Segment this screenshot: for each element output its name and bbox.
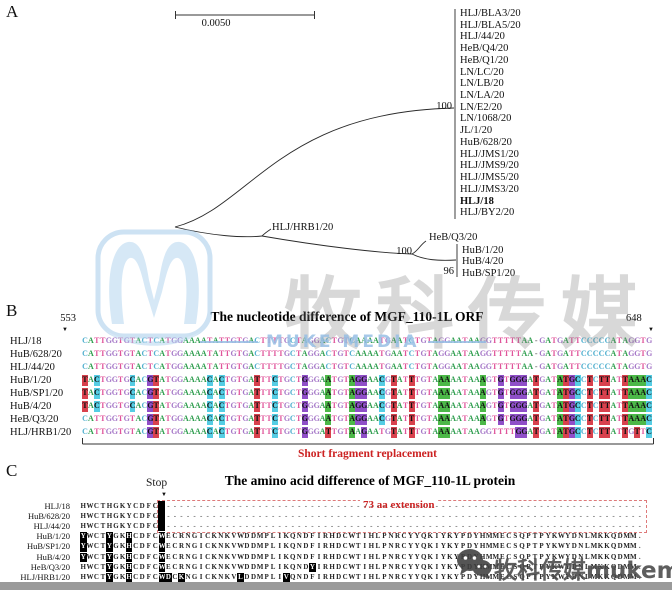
panel-b-label: B <box>6 301 18 320</box>
taxon-label: HuB/SP1/20 <box>462 267 516 279</box>
aa-extension-note: 73 aa extension <box>360 499 438 511</box>
taxon-label: LN/LB/20 <box>460 78 504 90</box>
sequence-row-name: HuB/1/20 <box>10 374 52 386</box>
taxon-label: HLJ/BY2/20 <box>460 207 515 219</box>
sequence-row-name: HuB/628/20 <box>27 511 70 522</box>
phylogenetic-tree <box>174 9 458 277</box>
position-start-arrow-icon: ▼ <box>62 327 68 333</box>
position-start: 553 <box>60 313 76 324</box>
sequence-row-name: HuB/4/20 <box>36 551 70 562</box>
taxon-label: HLJ/JMS1/20 <box>460 148 519 160</box>
sequence-row-name: HeB/Q3/20 <box>30 561 70 572</box>
bootstrap-main-clade: 100 <box>436 101 452 112</box>
stop-arrow-icon: ▼ <box>161 492 167 498</box>
tree-branches <box>174 9 458 277</box>
taxon-label: HeB/Q4/20 <box>460 43 509 55</box>
taxon-label: LN/LA/20 <box>460 90 505 102</box>
position-end: 648 <box>626 313 642 324</box>
taxon-hlj-hrb1: HLJ/HRB1/20 <box>272 222 334 233</box>
sequence-row-name: HLJ/HRB1/20 <box>20 571 70 582</box>
watermark-brand-cn: 牧科传媒 <box>284 270 653 360</box>
sequence-row-name: HeB/Q3/20 <box>10 413 59 425</box>
taxon-label: HuB/4/20 <box>462 256 504 267</box>
sequence-row-name: HuB/SP1/20 <box>10 387 64 399</box>
taxon-label: HLJ/18 <box>460 195 494 207</box>
sequence-row-name: HLJ/18 <box>10 336 42 347</box>
panel-c-label: C <box>6 461 18 480</box>
scale-bar-value: 0.0050 <box>201 18 231 29</box>
sequence-row-name: HLJ/18 <box>44 501 71 511</box>
panel-b-title: The nucleotide difference of MGF_110-1L … <box>210 309 484 324</box>
taxon-label: LN/1068/20 <box>460 113 512 125</box>
bottom-gray-bar <box>0 582 672 590</box>
taxon-label: LN/E2/20 <box>460 101 502 113</box>
taxon-label: JL/1/20 <box>460 125 493 137</box>
taxon-label: HuB/628/20 <box>460 136 512 148</box>
taxon-label: HLJ/JMS5/20 <box>460 172 519 184</box>
sequence-row-name: HuB/4/20 <box>10 400 52 412</box>
taxon-heb-q3: HeB/Q3/20 <box>429 232 478 243</box>
bootstrap-lower-node: 100 <box>396 246 412 257</box>
watermark-left-line <box>200 341 258 343</box>
short-fragment-replacement-note: Short fragment replacement <box>297 448 438 460</box>
taxon-label: HLJ/44/20 <box>460 31 505 43</box>
watermark-right-line <box>427 341 486 343</box>
panel-c-title: The amino acid difference of MGF_110-1L … <box>224 473 516 488</box>
sequence-row-name: HLJ/44/20 <box>10 361 55 373</box>
taxon-label: HuB/1/20 <box>462 244 504 256</box>
sequence-row-name: HuB/SP1/20 <box>27 541 70 552</box>
watermark-brand-en: MUKE MEDIA <box>266 332 420 352</box>
taxon-label: HeB/Q1/20 <box>460 54 509 66</box>
taxon-label: HLJ/JMS9/20 <box>460 160 519 172</box>
bootstrap-hub-clade: 96 <box>443 266 455 277</box>
taxon-label: HLJ/BLA5/20 <box>460 19 521 31</box>
panel-a-label: A <box>6 2 19 21</box>
sequence-row-name: HLJ/HRB1/20 <box>10 426 72 438</box>
tree-taxa-labels: HLJ/BLA3/20 HLJ/BLA5/20 HLJ/44/20 HeB/Q4/20… <box>460 8 521 219</box>
watermark-wechat-text: 牧科传媒mukemedia <box>494 558 672 584</box>
muke-media-logo-icon <box>95 229 213 346</box>
stop-codon-label: Stop <box>146 477 168 489</box>
taxon-label: HLJ/JMS3/20 <box>460 183 519 195</box>
sequence-row-name: HLJ/44/20 <box>33 521 70 532</box>
wechat-icon <box>457 549 492 579</box>
replacement-bracket <box>82 438 654 445</box>
watermark-brand-en-wrap: MUKE MEDIA <box>200 332 486 352</box>
sequence-row-name: HuB/1/20 <box>36 531 70 542</box>
position-end-arrow-icon: ▼ <box>648 327 654 333</box>
taxon-label: LN/LC/20 <box>460 66 504 78</box>
scale-bar <box>175 11 315 19</box>
taxon-label: HLJ/BLA3/20 <box>460 8 521 19</box>
sequence-row-name: HuB/628/20 <box>10 348 62 360</box>
stop-codon-block <box>158 501 165 531</box>
